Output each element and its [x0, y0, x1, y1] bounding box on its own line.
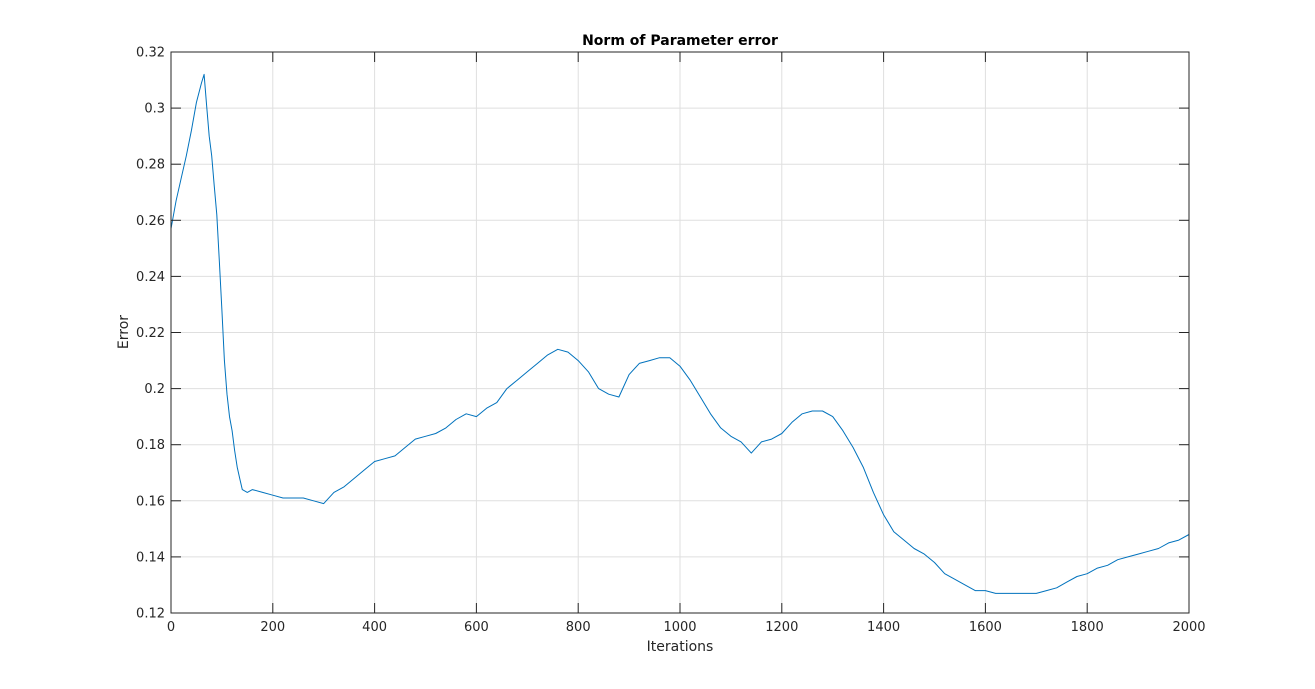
tick-marks: [170, 51, 1190, 614]
x-tick-label: 600: [464, 620, 489, 635]
x-tick-label: 2000: [1172, 620, 1205, 635]
y-tick-label: 0.24: [136, 270, 165, 285]
y-tick-label: 0.3: [144, 102, 165, 117]
y-tick-label: 0.22: [136, 326, 165, 341]
y-tick-label: 0.16: [136, 494, 165, 509]
x-tick-label: 1800: [1071, 620, 1104, 635]
y-tick-label: 0.14: [136, 550, 165, 565]
y-tick-label: 0.12: [136, 607, 165, 622]
x-tick-labels: 0 200 400 600 800 1000 1200 1400 1600 1800 2000: [167, 620, 1206, 635]
y-tick-label: 0.2: [144, 382, 165, 397]
series-layer: [170, 73, 1190, 594]
x-tick-label: 0: [167, 620, 175, 635]
series-line: [170, 73, 1190, 594]
y-tick-label: 0.26: [136, 214, 165, 229]
y-axis-label: Error: [116, 315, 132, 349]
x-tick-label: 400: [362, 620, 387, 635]
x-tick-label: 800: [566, 620, 591, 635]
y-tick-labels: 0.12 0.14 0.16 0.18 0.2 0.22 0.24 0.26 0.28 0.3 0.…: [136, 46, 165, 622]
x-tick-label: 1200: [765, 620, 798, 635]
x-tick-label: 200: [260, 620, 285, 635]
y-tick-label: 0.28: [136, 158, 165, 173]
chart-title: Norm of Parameter error: [582, 33, 778, 49]
x-tick-label: 1000: [663, 620, 696, 635]
x-tick-label: 1600: [969, 620, 1002, 635]
y-tick-label: 0.32: [136, 46, 165, 61]
x-axis-label: Iterations: [647, 639, 714, 655]
y-tick-label: 0.18: [136, 438, 165, 453]
x-tick-label: 1400: [867, 620, 900, 635]
